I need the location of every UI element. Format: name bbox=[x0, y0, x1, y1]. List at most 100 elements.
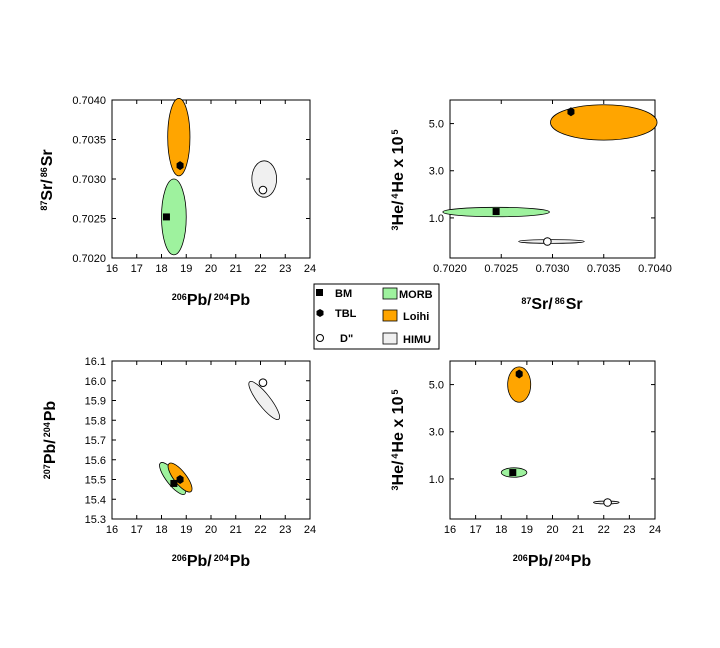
x-axis-label-sup1: 206 bbox=[172, 292, 187, 302]
point-tbl bbox=[515, 369, 523, 379]
x-axis-label-t2: Pb bbox=[230, 292, 251, 309]
legend-bm-label: BM bbox=[335, 288, 352, 300]
y-axis-label-sup1: 3 bbox=[390, 225, 400, 230]
x-tick-label: 0.7040 bbox=[638, 263, 672, 275]
x-axis-label: 206Pb/204Pb bbox=[172, 292, 251, 309]
y-tick-label: 1.0 bbox=[429, 213, 444, 225]
chart-he-sr: 0.7020 0.7025 0.7030 0.7035 0.7040 1.0 3.0 5.0 8… bbox=[390, 99, 672, 313]
x-axis-label-sup2: 204 bbox=[214, 292, 229, 302]
y-axis-label-sup3: 5 bbox=[390, 390, 400, 395]
y-axis-label: 207Pb/204Pb bbox=[42, 401, 59, 480]
x-axis-label-t1: Sr/ bbox=[531, 296, 553, 313]
chart-sr-pb: 16 17 18 19 20 21 22 23 24 0.7020 0.7025 0.7030 0.70… bbox=[39, 95, 316, 309]
x-tick-label: 17 bbox=[131, 524, 143, 536]
x-tick-label: 0.7030 bbox=[536, 263, 570, 275]
legend: BM TBL D" MORB Loihi HIMU bbox=[313, 283, 440, 350]
x-tick-label: 0.7020 bbox=[433, 263, 467, 275]
y-tick-label: 15.9 bbox=[85, 396, 106, 408]
x-tick-label: 21 bbox=[572, 524, 584, 536]
x-axis-label-sup1: 87 bbox=[521, 296, 531, 306]
legend-himu-label: HIMU bbox=[403, 334, 431, 346]
plot-frame bbox=[449, 360, 656, 520]
y-tick-label: 5.0 bbox=[429, 380, 444, 392]
point-tbl bbox=[176, 161, 184, 171]
y-tick-label: 15.4 bbox=[85, 494, 106, 506]
x-tick-label: 23 bbox=[279, 524, 291, 536]
x-tick-label: 19 bbox=[180, 524, 192, 536]
legend-tbl-marker bbox=[316, 309, 324, 317]
y-tick-label: 0.7035 bbox=[72, 135, 106, 147]
field-himu bbox=[248, 381, 280, 420]
x-tick-label: 0.7025 bbox=[484, 263, 518, 275]
x-axis-label-t2: Pb bbox=[230, 553, 251, 570]
y-tick-label: 3.0 bbox=[429, 166, 444, 178]
point-bm bbox=[162, 213, 170, 221]
x-tick-label: 18 bbox=[495, 524, 507, 536]
legend-loihi-label: Loihi bbox=[403, 311, 429, 323]
x-axis-label-sup2: 86 bbox=[555, 296, 565, 306]
x-axis-label: 87Sr/86Sr bbox=[521, 296, 582, 313]
x-tick-label: 23 bbox=[279, 263, 291, 275]
legend-bm-marker bbox=[316, 289, 323, 296]
point-tbl bbox=[176, 475, 184, 484]
chart-he-pb: 16 17 18 19 20 21 22 23 241.03.05.0206Pb/204Pb3H… bbox=[390, 360, 661, 570]
x-tick-label: 24 bbox=[304, 524, 316, 536]
y-axis-label-t2: Sr bbox=[39, 149, 56, 166]
y-tick-label: 0.7030 bbox=[72, 174, 106, 186]
y-axis-label-t2: He x 10 bbox=[390, 136, 407, 192]
y-axis-label: 3He/4 He x 105 bbox=[390, 130, 407, 231]
x-tick-label: 16 bbox=[106, 524, 118, 536]
x-tick-label: 22 bbox=[254, 263, 266, 275]
chart-pb-pb: 16 17 18 19 20 21 22 23 24 15.3 15.4 15.5 15.6 15.7 15… bbox=[42, 356, 316, 570]
y-tick-label: 0.7025 bbox=[72, 214, 106, 226]
x-tick-label: 19 bbox=[180, 263, 192, 275]
x-axis-label-sup2: 204 bbox=[214, 553, 229, 563]
point-d bbox=[603, 498, 612, 507]
x-tick-label: 20 bbox=[205, 524, 217, 536]
point-bm bbox=[170, 479, 178, 487]
x-axis-label-sup1: 206 bbox=[513, 553, 528, 563]
x-axis-label: 206Pb/204Pb bbox=[513, 553, 592, 570]
plot-frame bbox=[111, 360, 311, 520]
y-axis-label-sup2: 204 bbox=[42, 422, 52, 437]
x-tick-label: 23 bbox=[623, 524, 635, 536]
y-tick-label: 3.0 bbox=[429, 427, 444, 439]
field-loihi bbox=[550, 104, 658, 141]
legend-tbl-label: TBL bbox=[335, 308, 357, 320]
x-tick-label: 21 bbox=[230, 263, 242, 275]
y-axis-label-sup1: 3 bbox=[390, 485, 400, 490]
y-tick-label: 15.8 bbox=[85, 415, 106, 427]
x-axis-label: 206Pb/204Pb bbox=[172, 553, 251, 570]
x-axis-label-t1: Pb/ bbox=[187, 553, 212, 570]
y-axis-label-sup2: 4 bbox=[390, 194, 400, 199]
panels: 16 17 18 19 20 21 22 23 24 0.7020 0.7025 0.7030 0.70… bbox=[39, 95, 672, 570]
y-tick-label: 15.6 bbox=[85, 455, 106, 467]
legend-d-label: D" bbox=[340, 333, 353, 345]
point-tbl bbox=[567, 107, 575, 117]
point-d bbox=[258, 378, 268, 388]
legend-loihi-swatch bbox=[382, 309, 398, 322]
y-axis-label-t1: Pb/ bbox=[42, 439, 59, 464]
y-axis-label-t1: Sr/ bbox=[39, 179, 56, 201]
field-loihi bbox=[167, 98, 191, 177]
x-tick-label: 20 bbox=[205, 263, 217, 275]
y-tick-label: 0.7020 bbox=[72, 253, 106, 265]
x-tick-label: 18 bbox=[155, 524, 167, 536]
y-axis-label-t1: He/ bbox=[390, 460, 407, 485]
y-axis-label-t2: Pb bbox=[42, 401, 59, 422]
point-d bbox=[258, 185, 268, 195]
x-tick-label: 20 bbox=[546, 524, 558, 536]
x-tick-label: 22 bbox=[254, 524, 266, 536]
y-axis-label-t2: He x 10 bbox=[390, 396, 407, 452]
legend-box bbox=[313, 283, 440, 350]
y-axis-label-sup1: 87 bbox=[39, 201, 49, 211]
x-axis-label-t2: Sr bbox=[566, 296, 583, 313]
x-axis-label-t2: Pb bbox=[571, 553, 592, 570]
x-tick-label: 16 bbox=[106, 263, 118, 275]
legend-morb-swatch bbox=[382, 287, 398, 300]
x-tick-label: 22 bbox=[598, 524, 610, 536]
y-tick-label: 15.3 bbox=[85, 514, 106, 526]
x-axis-label-t1: Pb/ bbox=[528, 553, 553, 570]
x-tick-label: 17 bbox=[470, 524, 482, 536]
y-tick-label: 16.1 bbox=[85, 356, 106, 368]
